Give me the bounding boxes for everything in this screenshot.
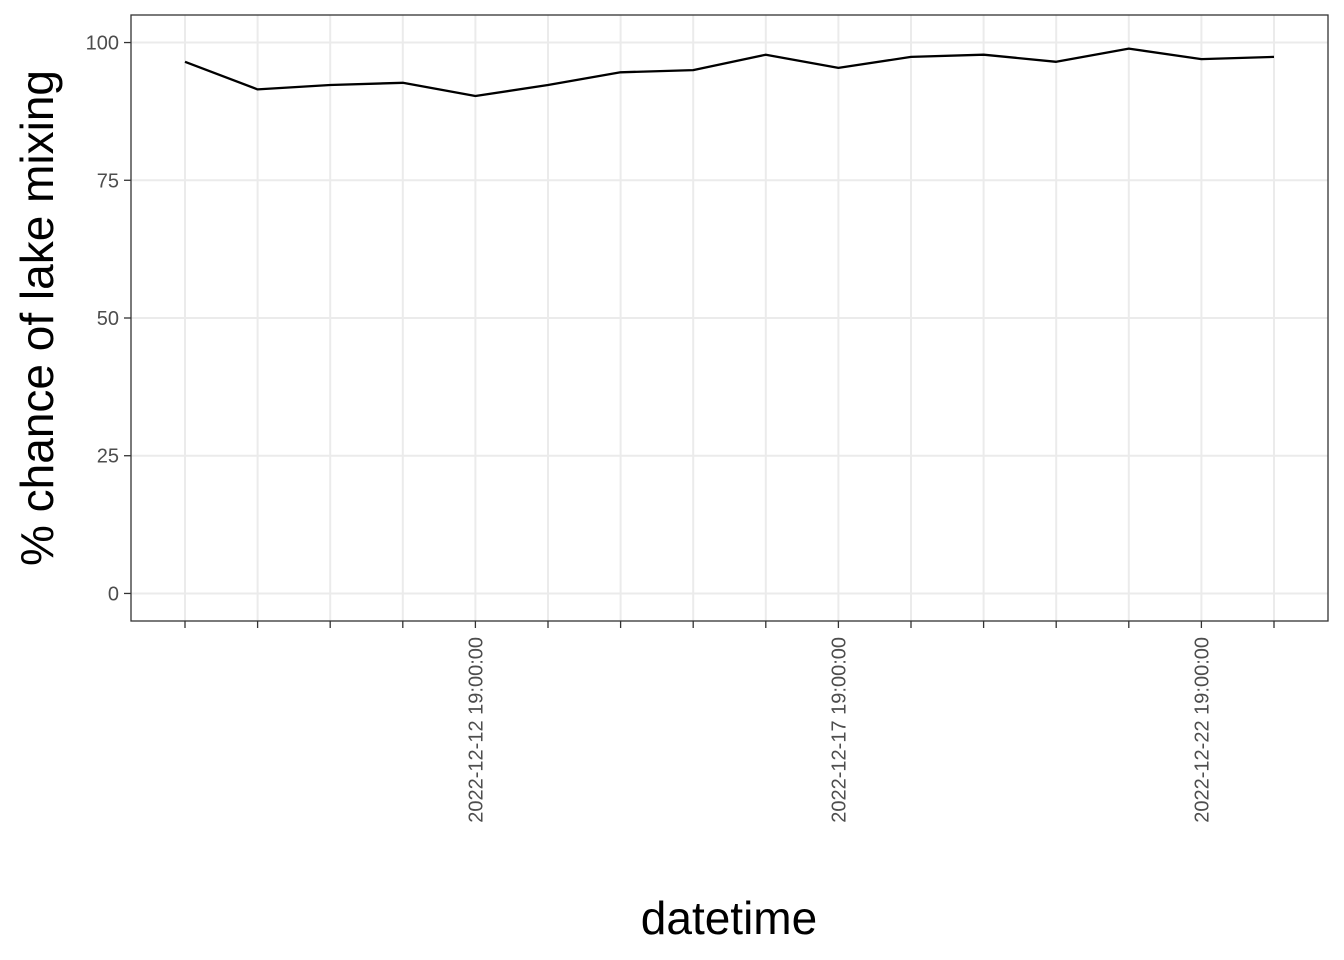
data-point <box>619 71 621 73</box>
x-tick-label: 2022-12-12 19:00:00 <box>465 637 487 823</box>
data-point <box>692 69 694 71</box>
x-tick-label: 2022-12-22 19:00:00 <box>1191 637 1213 823</box>
data-point <box>765 53 767 55</box>
data-point <box>329 84 331 86</box>
y-axis-title: % chance of lake mixing <box>11 70 63 566</box>
data-point <box>1055 61 1057 63</box>
data-point <box>474 95 476 97</box>
x-axis: 2022-12-12 19:00:00 2022-12-17 19:00:00 20… <box>184 621 1275 823</box>
x-axis-title: datetime <box>641 892 817 944</box>
data-point <box>1273 56 1275 58</box>
data-point <box>256 88 258 90</box>
data-point <box>1128 47 1130 49</box>
grid-lines <box>131 15 1328 621</box>
data-point <box>402 82 404 84</box>
data-point <box>1200 58 1202 60</box>
data-point <box>837 67 839 69</box>
y-tick-label: 100 <box>86 33 119 55</box>
data-point <box>184 61 186 63</box>
series-line-layer <box>184 47 1275 98</box>
x-tick-label: 2022-12-17 19:00:00 <box>828 637 850 823</box>
y-tick-label: 75 <box>97 170 119 192</box>
y-tick-label: 0 <box>108 583 119 605</box>
series-line <box>184 47 1275 98</box>
y-tick-label: 25 <box>97 446 119 468</box>
data-point <box>982 53 984 55</box>
data-point <box>910 56 912 58</box>
data-point <box>547 84 549 86</box>
y-axis: 0 25 50 75 100 <box>86 33 131 605</box>
y-tick-label: 50 <box>97 308 119 330</box>
